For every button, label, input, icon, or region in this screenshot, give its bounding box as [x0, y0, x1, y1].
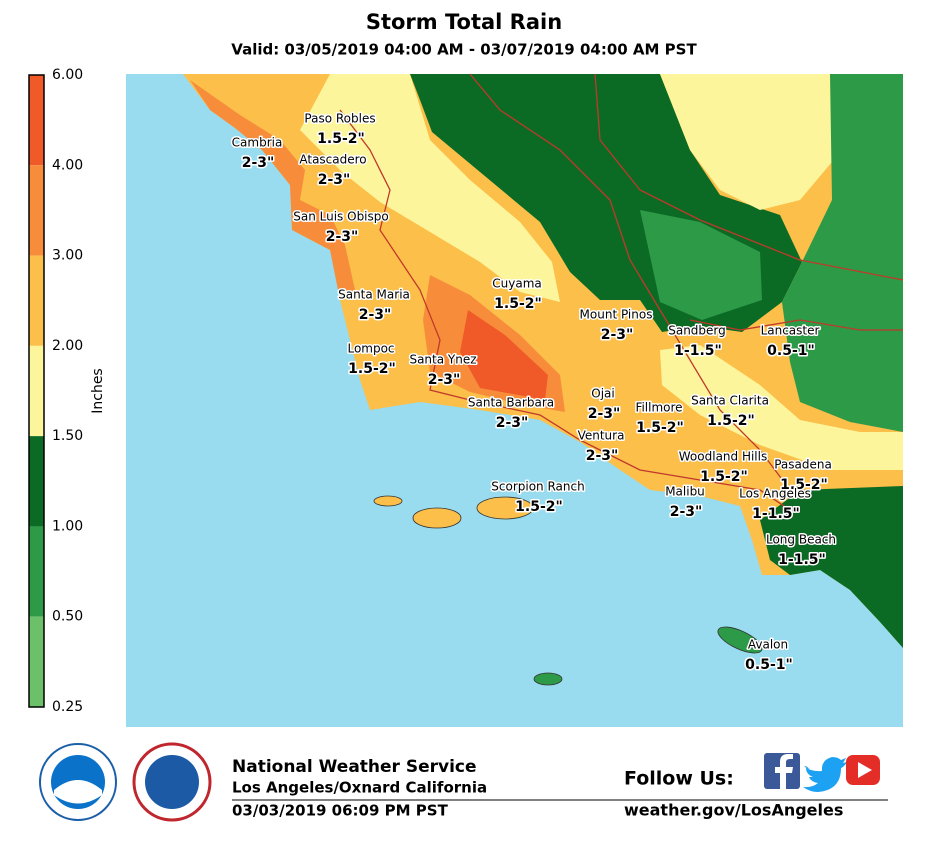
- place-name: Santa Maria: [338, 288, 410, 302]
- rain-amount: 1-1.5": [752, 506, 800, 522]
- rain-amount: 1.5-2": [515, 499, 563, 515]
- rain-amount: 2-3": [670, 504, 703, 520]
- legend-label: 2.00: [52, 338, 83, 354]
- follow: Follow Us:: [624, 768, 734, 790]
- place-name: Woodland Hills: [679, 450, 767, 464]
- rain-amount: 2-3": [496, 415, 529, 431]
- legend-swatch: [29, 526, 44, 617]
- twitter-icon[interactable]: [803, 757, 847, 792]
- rain-amount: 2-3": [326, 229, 359, 245]
- island: [476, 496, 534, 520]
- website[interactable]: weather.gov/LosAngeles: [624, 801, 843, 820]
- rain-amount: 1.5-2": [348, 361, 396, 377]
- place-name: Long Beach: [766, 533, 836, 547]
- island: [533, 672, 563, 686]
- legend-title: Inches: [90, 368, 106, 413]
- rain-amount: 1-1.5": [778, 552, 826, 568]
- zone: [760, 486, 903, 648]
- zone: [660, 74, 842, 210]
- agency: National Weather Service: [232, 757, 477, 777]
- island: [412, 507, 462, 529]
- legend-swatch: [29, 165, 44, 256]
- road: [689, 319, 903, 331]
- title: Storm Total Rain: [366, 10, 562, 34]
- rain-amount: 0.5-1": [745, 657, 793, 673]
- rain-amount: 0.5-1": [767, 343, 815, 359]
- island: [717, 626, 763, 654]
- office: Los Angeles/Oxnard California: [232, 779, 487, 797]
- rain-amount: 1.5-2": [636, 420, 684, 436]
- place-name: Atascadero: [299, 153, 366, 167]
- place-name: Santa Barbara: [468, 396, 554, 410]
- road: [594, 73, 904, 281]
- rain-amount: 1.5-2": [700, 469, 748, 485]
- legend-label: 6.00: [52, 67, 83, 83]
- legend-swatch: [29, 255, 44, 346]
- place-name: Pasadena: [774, 458, 832, 472]
- legend-label: 1.50: [52, 428, 83, 444]
- facebook-glyph: [775, 754, 793, 789]
- legend-label: 3.00: [52, 248, 83, 264]
- legend-swatch: [29, 75, 44, 166]
- place-name: Malibu: [665, 485, 705, 499]
- zone: [782, 74, 903, 432]
- place-name: Paso Robles: [304, 112, 375, 126]
- zone: [660, 345, 903, 470]
- place-name: Los Angeles: [739, 487, 811, 501]
- place-name: Fillmore: [635, 401, 682, 415]
- rain-amount: 1.5-2": [317, 131, 365, 147]
- place-name: Sandberg: [668, 324, 726, 338]
- legend-label: 4.00: [52, 157, 83, 173]
- legend-label: 1.00: [52, 518, 83, 534]
- rain-amount: 2-3": [588, 406, 621, 422]
- rain-amount: 2-3": [586, 448, 619, 464]
- noaa-logo-wave: [54, 780, 102, 804]
- road: [469, 73, 791, 491]
- zone: [460, 310, 548, 400]
- place-name: Santa Ynez: [409, 353, 476, 367]
- legend-swatch: [29, 345, 44, 437]
- island: [373, 495, 403, 507]
- footer: National Weather Service Los Angeles/Oxn…: [39, 742, 888, 822]
- place-name: Cuyama: [492, 277, 541, 291]
- rain-amount: 2-3": [428, 372, 461, 388]
- issued: 03/03/2019 06:09 PM PST: [232, 802, 449, 820]
- place-name: Mount Pinos: [580, 308, 653, 322]
- subtitle: Valid: 03/05/2019 04:00 AM - 03/07/2019 …: [231, 41, 697, 59]
- legend-swatch: [29, 436, 44, 527]
- rain-amount: 2-3": [601, 327, 634, 343]
- youtube-glyph: [858, 762, 872, 778]
- road: [339, 109, 791, 511]
- legend: Inches 6.00 4.00 3.00 2.00 1.50 1.00 0.50 0.25: [28, 67, 106, 715]
- rain-amount: 1.5-2": [780, 477, 828, 493]
- zone: [190, 80, 355, 300]
- place-name: San Luis Obispo: [293, 210, 388, 224]
- place-name: Cambria: [232, 136, 283, 150]
- rain-amount: 2-3": [242, 155, 275, 171]
- rain-amount: 1-1.5": [674, 343, 722, 359]
- zone: [640, 210, 762, 320]
- place-labels: Paso Robles 1.5-2" Cambria 2-3" Atascadero 2-…: [230, 110, 837, 675]
- place-name: Ojai: [591, 387, 614, 401]
- rain-amount: 1.5-2": [707, 413, 755, 429]
- rain-amount: 2-3": [318, 172, 351, 188]
- nws-logo-inner: [145, 755, 199, 809]
- legend-frame: [28, 74, 45, 708]
- place-name: Scorpion Ranch: [491, 480, 584, 494]
- legend-swatch: [29, 616, 44, 707]
- place-name: Avalon: [748, 638, 788, 652]
- place-name: Santa Clarita: [691, 394, 769, 408]
- zone: [300, 74, 560, 302]
- rain-amount: 1.5-2": [494, 296, 542, 312]
- place-name: Ventura: [578, 429, 625, 443]
- map: [126, 73, 904, 727]
- legend-label: 0.50: [52, 609, 83, 625]
- place-name: Lancaster: [761, 324, 820, 338]
- place-name: Lompoc: [347, 342, 394, 356]
- legend-label: 0.25: [52, 699, 83, 715]
- rain-amount: 2-3": [359, 307, 392, 323]
